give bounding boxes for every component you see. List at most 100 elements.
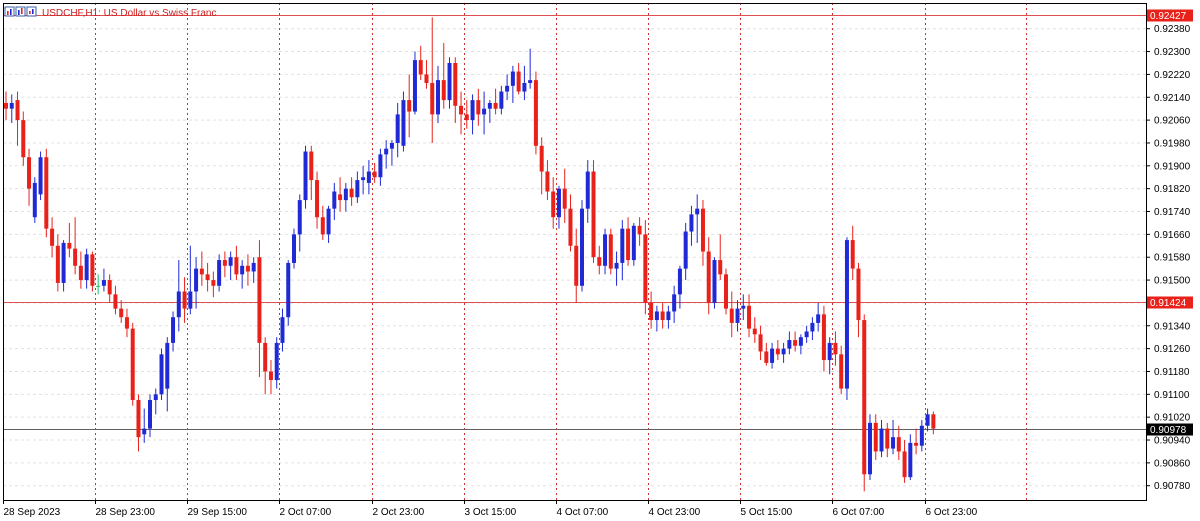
candle[interactable]: [199, 251, 204, 286]
candle[interactable]: [816, 302, 821, 332]
candles-layer[interactable]: [4, 17, 936, 492]
candle[interactable]: [240, 260, 245, 289]
candle[interactable]: [487, 100, 492, 123]
candle[interactable]: [61, 240, 66, 292]
candle[interactable]: [885, 422, 890, 458]
candle[interactable]: [839, 345, 844, 395]
candle[interactable]: [695, 194, 700, 243]
candle[interactable]: [603, 228, 608, 275]
time-axis[interactable]: 28 Sep 2023 28 Sep 23:00 29 Sep 15:00 2 Oct…: [3, 500, 978, 518]
candle[interactable]: [453, 57, 458, 123]
candle[interactable]: [424, 60, 429, 89]
candle[interactable]: [729, 291, 734, 338]
candle[interactable]: [50, 217, 55, 258]
candle[interactable]: [194, 257, 199, 309]
candle[interactable]: [430, 17, 435, 143]
candle[interactable]: [441, 42, 446, 109]
candle[interactable]: [326, 205, 331, 243]
candle[interactable]: [245, 254, 250, 286]
candle[interactable]: [303, 145, 308, 209]
candle[interactable]: [862, 314, 867, 492]
candle[interactable]: [412, 51, 417, 115]
candle[interactable]: [735, 300, 740, 332]
candle[interactable]: [44, 148, 49, 238]
candle[interactable]: [775, 340, 780, 361]
candle[interactable]: [234, 245, 239, 281]
candle[interactable]: [706, 237, 711, 315]
candle[interactable]: [274, 337, 279, 389]
candle[interactable]: [931, 411, 936, 435]
candle[interactable]: [833, 331, 838, 366]
chart-window-icon[interactable]: [4, 6, 37, 17]
candle[interactable]: [378, 148, 383, 186]
candle[interactable]: [539, 137, 544, 195]
candle[interactable]: [712, 257, 717, 309]
candle[interactable]: [804, 325, 809, 343]
candle[interactable]: [15, 91, 20, 146]
candle[interactable]: [4, 91, 8, 121]
candle[interactable]: [741, 294, 746, 321]
candle[interactable]: [148, 394, 152, 438]
candle[interactable]: [810, 317, 815, 341]
candle[interactable]: [470, 94, 475, 135]
candle[interactable]: [171, 311, 176, 352]
candle[interactable]: [228, 251, 233, 281]
candle[interactable]: [153, 388, 158, 415]
candle[interactable]: [718, 234, 723, 281]
candle[interactable]: [868, 414, 872, 481]
candle[interactable]: [182, 277, 187, 323]
candle[interactable]: [286, 260, 291, 326]
candle[interactable]: [672, 285, 677, 323]
candle[interactable]: [217, 254, 222, 292]
candle[interactable]: [908, 434, 913, 481]
candle[interactable]: [251, 257, 256, 283]
candle[interactable]: [649, 291, 654, 329]
candle[interactable]: [211, 271, 216, 298]
candle[interactable]: [608, 228, 613, 275]
candle[interactable]: [620, 220, 625, 281]
candle[interactable]: [395, 102, 400, 158]
candle[interactable]: [798, 334, 803, 355]
candle[interactable]: [482, 91, 487, 135]
candle[interactable]: [349, 177, 354, 206]
candle[interactable]: [107, 274, 112, 303]
candle[interactable]: [447, 57, 452, 109]
candle[interactable]: [793, 331, 798, 352]
candle[interactable]: [355, 171, 360, 203]
candle[interactable]: [562, 168, 567, 223]
candle[interactable]: [752, 317, 757, 343]
candle[interactable]: [914, 428, 919, 455]
candle[interactable]: [879, 420, 884, 458]
candle[interactable]: [660, 302, 665, 329]
candle[interactable]: [574, 228, 579, 303]
candle[interactable]: [389, 140, 394, 166]
candle[interactable]: [516, 62, 521, 95]
candle[interactable]: [643, 220, 648, 315]
candle[interactable]: [781, 342, 786, 363]
candle[interactable]: [38, 151, 43, 201]
candle[interactable]: [585, 160, 590, 223]
candle[interactable]: [850, 225, 855, 281]
candle[interactable]: [597, 245, 602, 275]
candle[interactable]: [556, 185, 561, 229]
candle[interactable]: [821, 305, 826, 372]
candle[interactable]: [257, 240, 262, 378]
candle[interactable]: [844, 237, 849, 401]
candle[interactable]: [292, 228, 296, 269]
candle[interactable]: [119, 300, 124, 323]
candle[interactable]: [280, 308, 285, 352]
candle[interactable]: [505, 74, 510, 101]
candle[interactable]: [159, 348, 164, 401]
candle[interactable]: [338, 177, 343, 212]
candle[interactable]: [770, 342, 775, 369]
candle[interactable]: [165, 337, 170, 412]
candle[interactable]: [263, 337, 268, 395]
candle[interactable]: [666, 305, 671, 329]
candle[interactable]: [124, 308, 129, 338]
candle[interactable]: [896, 425, 901, 461]
candle[interactable]: [113, 285, 118, 315]
candle[interactable]: [32, 177, 37, 223]
candle[interactable]: [683, 222, 688, 281]
candle[interactable]: [919, 420, 924, 452]
candle[interactable]: [654, 305, 659, 332]
